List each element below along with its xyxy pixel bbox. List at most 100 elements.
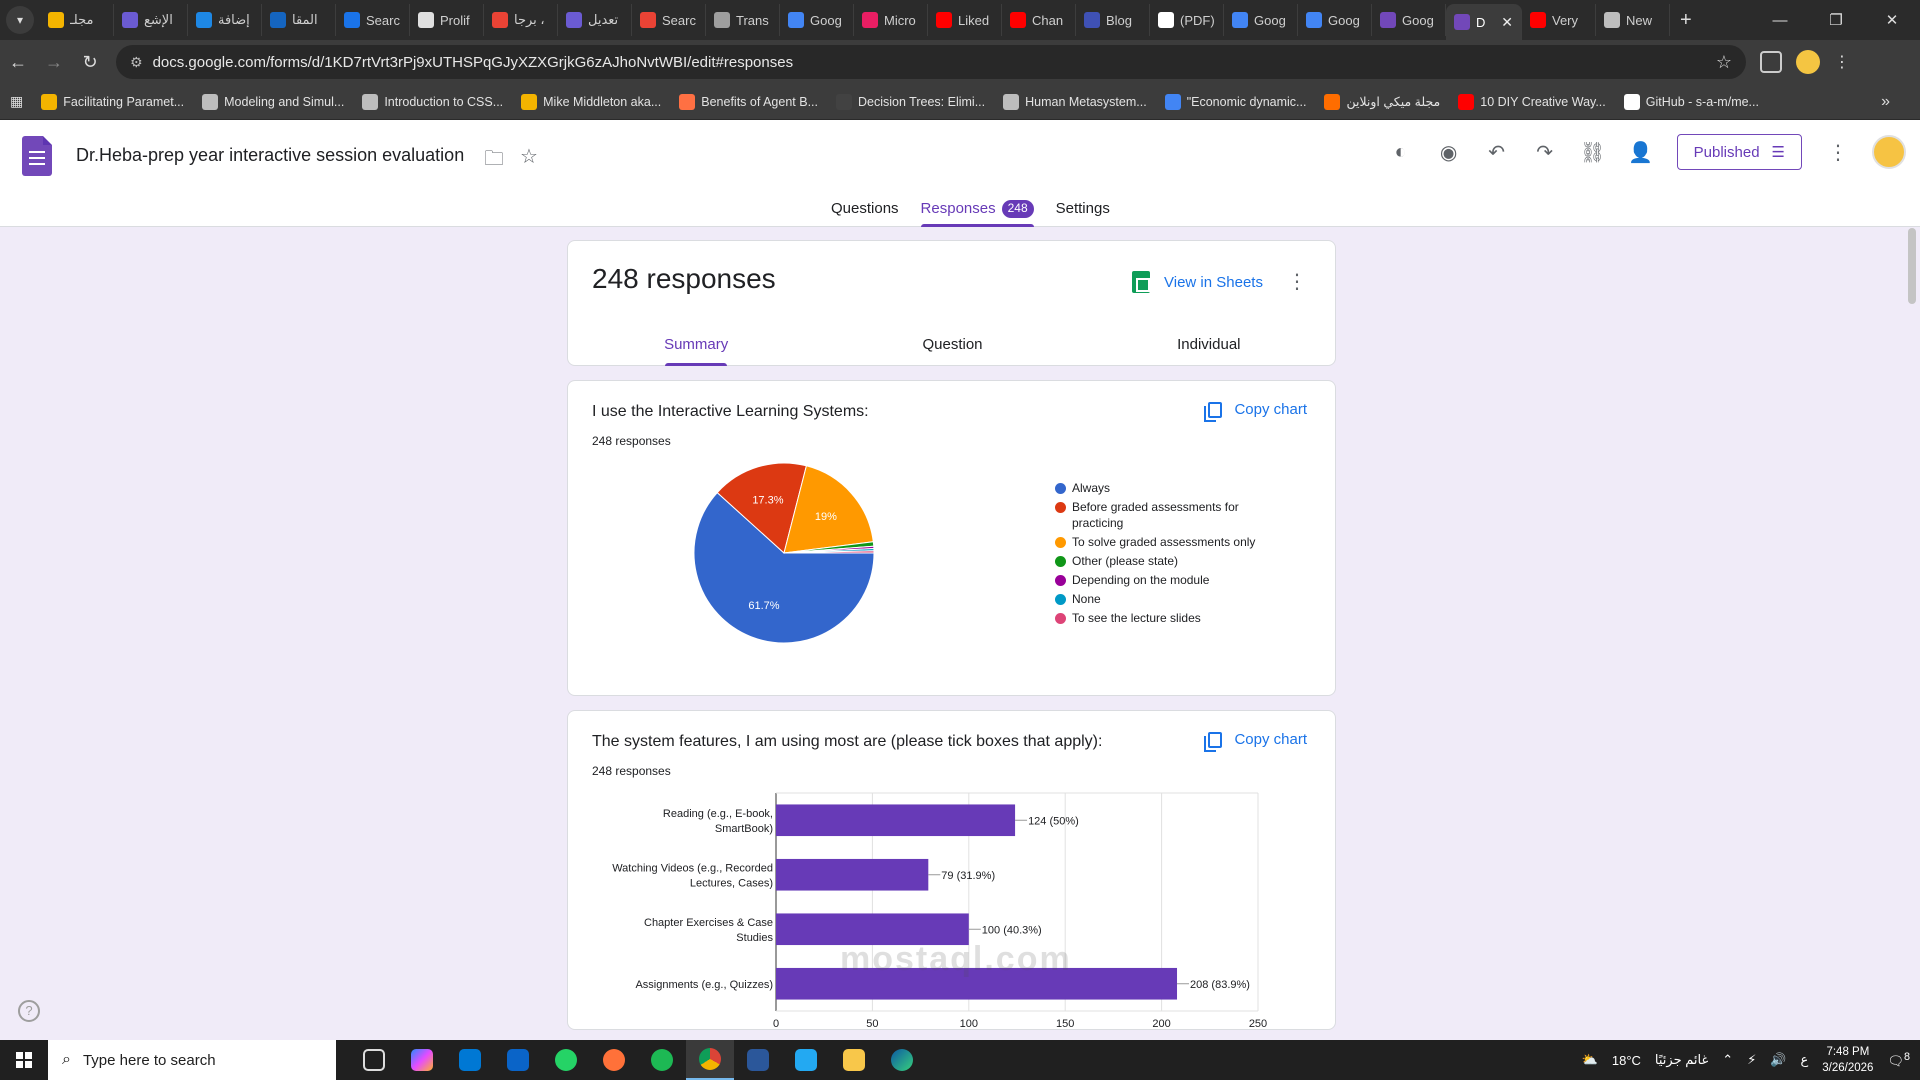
forward-arrow-icon[interactable]: → [45,51,63,72]
reload-icon[interactable]: ↻ [82,51,98,72]
bar[interactable] [776,804,1016,837]
file-explorer-icon[interactable] [830,1040,878,1080]
pie-slice[interactable] [783,465,874,554]
bookmark-item[interactable]: Modeling and Simul... [202,93,344,110]
redo-icon[interactable]: ↷ [1536,141,1554,164]
spotify-icon[interactable] [638,1040,686,1080]
volume-icon[interactable]: 🔊 [1770,1052,1787,1067]
site-info-icon[interactable]: ⚙ [130,53,143,70]
undo-icon[interactable]: ↶ [1488,141,1506,164]
browser-tab[interactable]: إضافة [188,4,262,36]
chrome-icon[interactable] [686,1040,734,1080]
word-icon[interactable] [734,1040,782,1080]
bar-chart[interactable]: 0 50 100 150 200 250 124 (50%) Reading (e.g., E… [568,791,1337,1031]
palette-icon[interactable]: ◐ [1394,140,1407,163]
store-icon[interactable] [446,1040,494,1080]
apps-grid-icon[interactable]: ▦ [10,93,24,109]
address-bar[interactable]: ⚙ docs.google.com/forms/d/1KD7rtVrt3rPj9… [116,45,1746,79]
whatsapp-icon[interactable] [542,1040,590,1080]
view-in-sheets-link[interactable]: View in Sheets [1132,271,1263,293]
tab-settings[interactable]: Settings [1045,200,1121,227]
google-forms-logo-icon[interactable] [22,136,52,176]
tab-question[interactable]: Question [824,336,1080,366]
tab-responses[interactable]: Responses 248 [910,200,1045,227]
back-arrow-icon[interactable]: ← [9,51,27,72]
star-icon[interactable]: ☆ [520,146,538,168]
legend-item[interactable]: To see the lecture slides [1055,610,1265,626]
new-tab-plus-icon[interactable]: + [1680,8,1692,31]
bookmark-item[interactable]: GitHub - s-a-m/me... [1623,93,1759,110]
bar[interactable] [776,967,1178,1000]
bookmark-item[interactable]: Introduction to CSS... [362,93,503,110]
browser-tab[interactable]: Goog [1372,4,1446,36]
browser-tab[interactable]: D ✕ [1446,4,1522,40]
browser-tab[interactable]: Blog [1076,4,1150,36]
vscode-icon[interactable] [782,1040,830,1080]
pie-slice[interactable] [783,550,875,554]
bookmark-item[interactable]: Benefits of Agent B... [679,93,818,110]
browser-tab[interactable]: Goog [1224,4,1298,36]
minimize-icon[interactable]: — [1772,11,1788,29]
browser-tab[interactable]: Goog [1298,4,1372,36]
legend-item[interactable]: Before graded assessments for practicing [1055,499,1265,531]
extensions-puzzle-icon[interactable] [1760,51,1782,73]
more-bookmarks-chevron-icon[interactable]: » [1881,92,1890,110]
bookmark-item[interactable]: Mike Middleton aka... [521,93,661,110]
browser-tab[interactable]: مجلـ [40,4,114,36]
close-window-icon[interactable]: ✕ [1885,12,1899,29]
pie-slice[interactable] [716,462,807,554]
browser-tab[interactable]: المقا [262,4,336,36]
bookmark-item[interactable]: 10 DIY Creative Way... [1458,93,1606,110]
copilot-icon[interactable] [398,1040,446,1080]
browser-tab[interactable]: Searc [632,4,706,36]
browser-tab[interactable]: Searc [336,4,410,36]
weather-temperature[interactable]: 18°C [1611,1052,1641,1068]
add-collaborator-icon[interactable]: 👤 [1628,141,1654,164]
bookmark-item[interactable]: Human Metasystem... [1003,93,1147,110]
link-icon[interactable]: ⛓ [1579,141,1606,164]
browser-tab[interactable]: Micro [854,4,928,36]
published-button[interactable]: Published ☰ [1676,134,1802,170]
outlook-icon[interactable] [494,1040,542,1080]
form-title[interactable]: Dr.Heba-prep year interactive session ev… [76,145,465,165]
browser-tab[interactable]: Liked [928,4,1002,36]
help-question-icon[interactable]: ? [18,1000,40,1022]
browser-tab[interactable]: Very [1522,4,1596,36]
tab-summary[interactable]: Summary [568,336,824,366]
browser-tab[interactable]: برجا ، [484,4,558,36]
notification-icon[interactable]: 🗨8 [1887,1050,1910,1069]
weather-icon[interactable]: ⛅ [1581,1052,1598,1067]
copy-chart-button[interactable]: Copy chart [1204,731,1307,752]
tab-search-chevron-icon[interactable]: ▾ [6,6,34,34]
browser-tab[interactable]: تعديل [558,4,632,36]
edge-icon[interactable] [878,1040,926,1080]
pie-chart[interactable]: 61.7% 17.3% 19% [568,461,1048,671]
firefox-icon[interactable] [590,1040,638,1080]
page-scrollbar[interactable] [1908,228,1916,304]
tab-questions[interactable]: Questions [820,200,910,227]
network-icon[interactable]: ⚡ [1747,1052,1757,1067]
tray-chevron-icon[interactable]: ⌃ [1722,1052,1734,1067]
legend-item[interactable]: To solve graded assessments only [1055,534,1265,550]
bookmark-item[interactable]: "Economic dynamic... [1164,93,1306,110]
legend-item[interactable]: Depending on the module [1055,572,1265,588]
browser-tab[interactable]: New [1596,4,1670,36]
copy-chart-button[interactable]: Copy chart [1204,401,1307,422]
pie-slice[interactable] [693,491,875,644]
browser-profile-avatar[interactable] [1796,50,1820,74]
legend-item[interactable]: Other (please state) [1055,553,1265,569]
browser-tab[interactable]: Prolif [410,4,484,36]
bookmark-star-icon[interactable]: ☆ [1715,51,1732,72]
account-avatar[interactable] [1872,135,1906,169]
bar[interactable] [776,858,929,891]
bookmark-item[interactable]: Decision Trees: Elimi... [836,93,985,110]
legend-item[interactable]: Always [1055,480,1265,496]
bar[interactable] [776,913,969,946]
restore-icon[interactable]: ❐ [1829,12,1843,29]
responses-more-options-icon[interactable]: ⋮ [1287,271,1307,293]
legend-item[interactable]: None [1055,591,1265,607]
browser-tab[interactable]: Chan [1002,4,1076,36]
preview-eye-icon[interactable]: ◉ [1439,141,1458,164]
browser-tab[interactable]: Goog [780,4,854,36]
browser-tab[interactable]: الإشع [114,4,188,36]
